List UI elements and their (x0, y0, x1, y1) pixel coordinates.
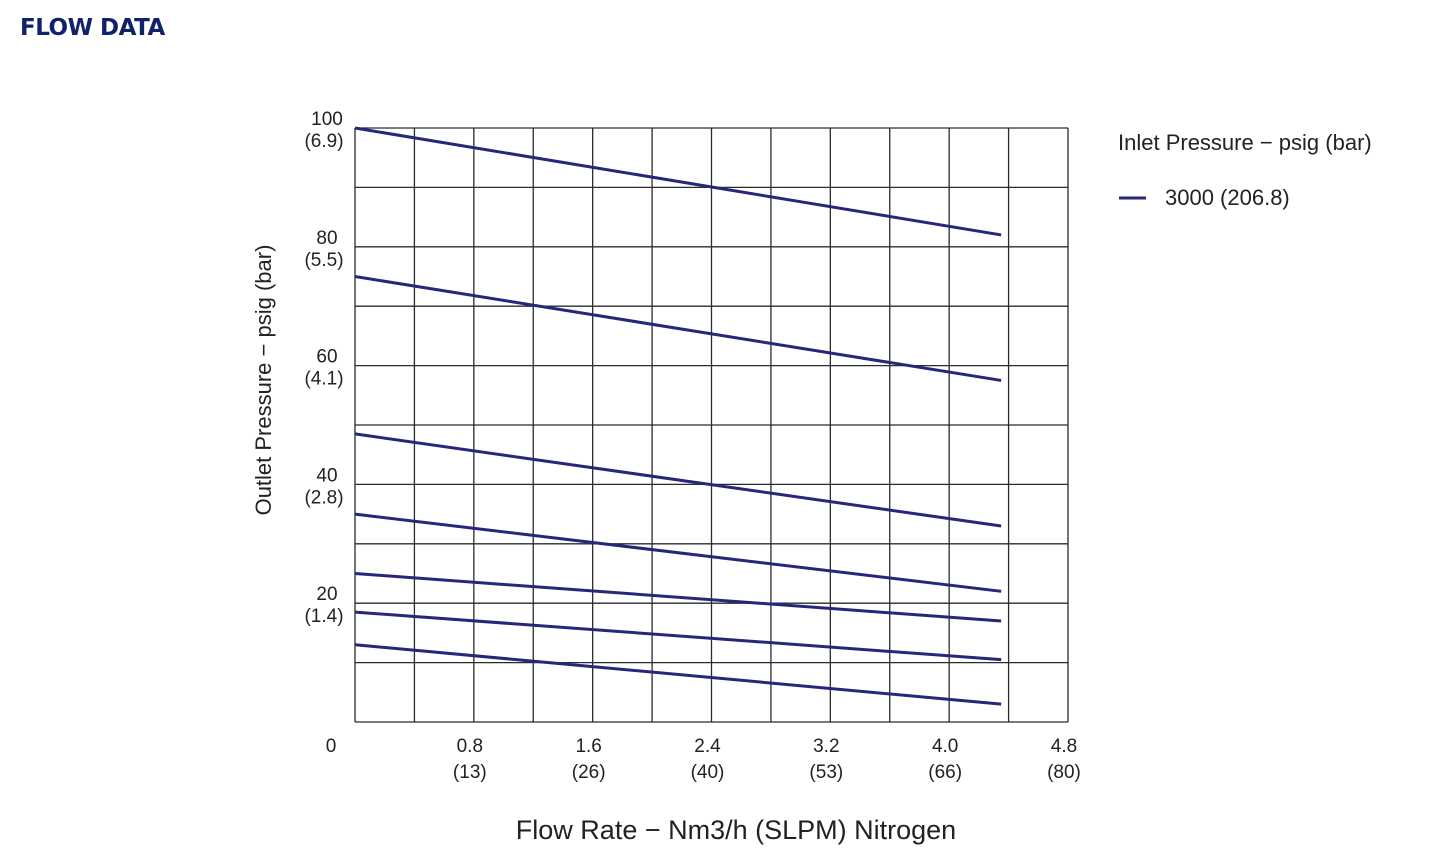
x-tick-sublabel: (53) (809, 762, 843, 783)
x-tick-label: 0.8 (457, 736, 483, 757)
x-tick-label: 1.6 (575, 736, 601, 757)
y-axis-ticks: 100(6.9) 80(5.5) 60(4.1) 40(2.8) 20(1.4) (304, 109, 343, 627)
y-tick-label: 60 (316, 347, 337, 368)
chart-grid (354, 127, 1069, 723)
y-tick-label: 80 (316, 228, 337, 249)
series-line-1 (354, 126, 1002, 237)
y-tick-sublabel: (1.4) (304, 606, 343, 627)
series-line-7 (354, 643, 1002, 706)
series-line-2 (354, 275, 1002, 382)
x-tick-sublabel: (80) (1047, 762, 1081, 783)
x-tick-label: 2.4 (694, 736, 721, 757)
x-tick-label: 0 (326, 736, 337, 757)
y-tick-label: 40 (316, 465, 337, 486)
x-tick-sublabel: (66) (928, 762, 962, 783)
series-line-6 (354, 610, 1002, 662)
series-line-4 (354, 512, 1002, 593)
x-tick-label: 4.8 (1051, 736, 1077, 757)
y-tick-sublabel: (6.9) (304, 131, 343, 152)
x-axis-ticks: 0 0.8 (13) 1.6 (26) 2.4 (40) 3.2 (53) 4.0 (66) 4.8 (… (326, 736, 1081, 783)
x-tick-sublabel: (26) (572, 762, 606, 783)
y-tick-sublabel: (5.5) (304, 250, 343, 271)
legend-entry: 3000 (206.8) (1165, 185, 1290, 210)
y-tick-sublabel: (4.1) (304, 369, 343, 390)
x-axis-label: Flow Rate − Nm3/h (SLPM) Nitrogen (516, 815, 956, 845)
y-tick-label: 20 (316, 584, 337, 605)
y-tick-label: 100 (311, 109, 343, 130)
page-title: FLOW DATA (20, 15, 165, 41)
y-axis-label: Outlet Pressure − psig (bar) (251, 245, 276, 516)
x-tick-sublabel: (13) (453, 762, 487, 783)
y-tick-sublabel: (2.8) (304, 487, 343, 508)
x-tick-label: 3.2 (813, 736, 839, 757)
legend-title: Inlet Pressure − psig (bar) (1118, 130, 1372, 155)
x-tick-sublabel: (40) (691, 762, 725, 783)
series-line-3 (354, 432, 1002, 528)
series-line-5 (354, 572, 1002, 623)
x-tick-label: 4.0 (932, 736, 958, 757)
chart-series (354, 126, 1002, 706)
